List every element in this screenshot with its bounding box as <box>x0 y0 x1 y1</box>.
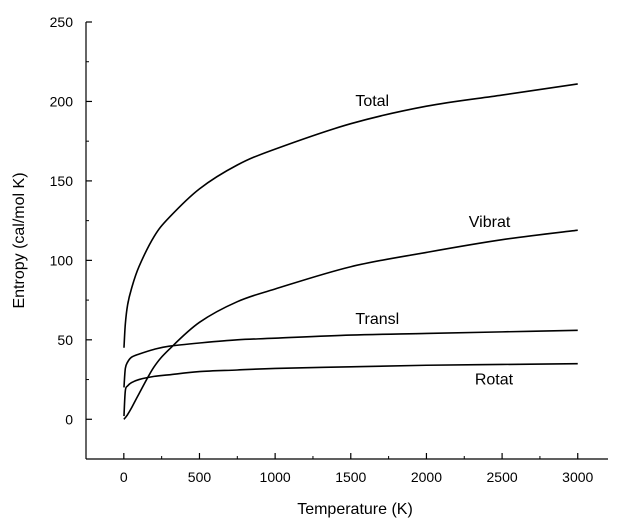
axes <box>85 22 608 460</box>
series-line-rotat <box>123 362 578 417</box>
series-line-total <box>123 83 578 348</box>
x-ticks: 0 500 1000 1500 2000 2500 3000 <box>85 453 594 485</box>
series-label-total: Total <box>355 93 389 110</box>
y-axis-label: Entropy (cal/mol K) <box>11 172 28 308</box>
x-tick-label: 3000 <box>562 469 593 485</box>
x-tick-label: 1000 <box>260 469 291 485</box>
x-axis-label: Temperature (K) <box>297 501 413 518</box>
series-line-transl <box>123 329 578 388</box>
y-ticks: 0 50 100 150 200 250 <box>50 14 92 460</box>
x-tick-label: 0 <box>120 469 128 485</box>
series-lines <box>123 83 578 420</box>
series-annotations: Total Vibrat Transl Rotat <box>355 93 513 388</box>
y-tick-label: 250 <box>50 14 74 30</box>
x-tick-label: 2500 <box>487 469 518 485</box>
y-tick-label: 100 <box>50 252 74 268</box>
series-line-vibrat <box>123 229 578 420</box>
y-tick-label: 0 <box>65 411 73 427</box>
x-tick-label: 1500 <box>335 469 366 485</box>
y-tick-label: 200 <box>50 93 74 109</box>
x-tick-label: 500 <box>188 469 212 485</box>
x-tick-label: 2000 <box>411 469 442 485</box>
y-tick-label: 150 <box>50 173 74 189</box>
series-label-rotat: Rotat <box>475 371 514 388</box>
series-label-vibrat: Vibrat <box>469 214 511 231</box>
y-tick-label: 50 <box>57 332 73 348</box>
series-label-transl: Transl <box>355 311 399 328</box>
